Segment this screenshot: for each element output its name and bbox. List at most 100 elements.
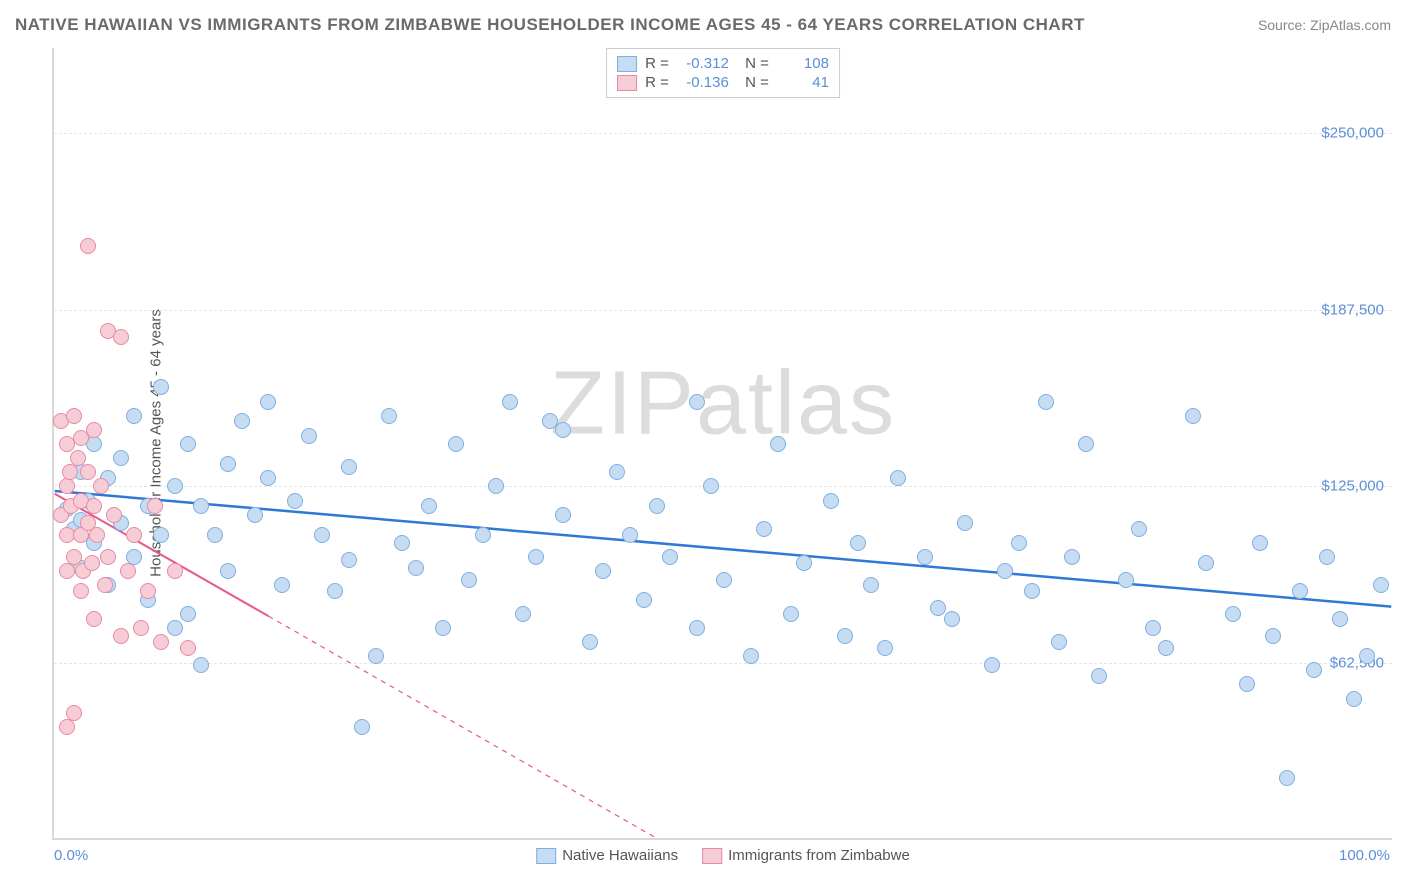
data-point bbox=[743, 648, 759, 664]
data-point bbox=[515, 606, 531, 622]
data-point bbox=[582, 634, 598, 650]
data-point bbox=[609, 464, 625, 480]
data-point bbox=[193, 657, 209, 673]
legend-label: Native Hawaiians bbox=[562, 847, 678, 864]
data-point bbox=[180, 640, 196, 656]
data-point bbox=[1145, 620, 1161, 636]
data-point bbox=[408, 560, 424, 576]
data-point bbox=[100, 549, 116, 565]
y-tick-label: $62,500 bbox=[1330, 655, 1384, 672]
data-point bbox=[147, 498, 163, 514]
gridline bbox=[54, 310, 1392, 311]
data-point bbox=[863, 577, 879, 593]
data-point bbox=[120, 563, 136, 579]
data-point bbox=[301, 428, 317, 444]
data-point bbox=[1319, 549, 1335, 565]
data-point bbox=[890, 470, 906, 486]
data-point bbox=[448, 436, 464, 452]
data-point bbox=[66, 705, 82, 721]
stat-label: N = bbox=[737, 55, 769, 72]
data-point bbox=[394, 535, 410, 551]
watermark: ZIPatlas bbox=[550, 352, 896, 455]
data-point bbox=[796, 555, 812, 571]
data-point bbox=[1118, 572, 1134, 588]
data-point bbox=[220, 563, 236, 579]
legend-item: Immigrants from Zimbabwe bbox=[702, 847, 910, 864]
y-tick-label: $125,000 bbox=[1321, 478, 1384, 495]
data-point bbox=[314, 527, 330, 543]
data-point bbox=[59, 478, 75, 494]
data-point bbox=[984, 657, 1000, 673]
data-point bbox=[555, 507, 571, 523]
data-point bbox=[113, 329, 129, 345]
gridline bbox=[54, 486, 1392, 487]
data-point bbox=[180, 436, 196, 452]
data-point bbox=[140, 583, 156, 599]
data-point bbox=[783, 606, 799, 622]
legend-series: Native Hawaiians Immigrants from Zimbabwe bbox=[536, 847, 910, 864]
data-point bbox=[1373, 577, 1389, 593]
legend-stat-row: R =-0.136 N =41 bbox=[617, 74, 829, 91]
data-point bbox=[153, 379, 169, 395]
data-point bbox=[770, 436, 786, 452]
data-point bbox=[461, 572, 477, 588]
data-point bbox=[354, 719, 370, 735]
data-point bbox=[1252, 535, 1268, 551]
data-point bbox=[636, 592, 652, 608]
data-point bbox=[59, 719, 75, 735]
gridline bbox=[54, 133, 1392, 134]
data-point bbox=[823, 493, 839, 509]
data-point bbox=[207, 527, 223, 543]
data-point bbox=[930, 600, 946, 616]
x-tick-label: 100.0% bbox=[1339, 847, 1390, 864]
data-point bbox=[435, 620, 451, 636]
data-point bbox=[1239, 676, 1255, 692]
data-point bbox=[1265, 628, 1281, 644]
data-point bbox=[1158, 640, 1174, 656]
data-point bbox=[341, 552, 357, 568]
data-point bbox=[86, 498, 102, 514]
data-point bbox=[153, 527, 169, 543]
data-point bbox=[59, 563, 75, 579]
data-point bbox=[1011, 535, 1027, 551]
r-value: -0.136 bbox=[677, 74, 729, 91]
data-point bbox=[1185, 408, 1201, 424]
data-point bbox=[555, 422, 571, 438]
data-point bbox=[341, 459, 357, 475]
data-point bbox=[93, 478, 109, 494]
data-point bbox=[917, 549, 933, 565]
data-point bbox=[1051, 634, 1067, 650]
chart-title: NATIVE HAWAIIAN VS IMMIGRANTS FROM ZIMBA… bbox=[15, 15, 1085, 35]
data-point bbox=[153, 634, 169, 650]
data-point bbox=[689, 394, 705, 410]
n-value: 41 bbox=[777, 74, 829, 91]
data-point bbox=[126, 408, 142, 424]
data-point bbox=[113, 450, 129, 466]
data-point bbox=[662, 549, 678, 565]
r-value: -0.312 bbox=[677, 55, 729, 72]
legend-swatch bbox=[617, 75, 637, 91]
data-point bbox=[1198, 555, 1214, 571]
data-point bbox=[528, 549, 544, 565]
data-point bbox=[1346, 691, 1362, 707]
data-point bbox=[595, 563, 611, 579]
data-point bbox=[260, 394, 276, 410]
data-point bbox=[1078, 436, 1094, 452]
data-point bbox=[66, 549, 82, 565]
data-point bbox=[167, 563, 183, 579]
data-point bbox=[1359, 648, 1375, 664]
data-point bbox=[689, 620, 705, 636]
stat-label: R = bbox=[645, 74, 669, 91]
gridline bbox=[54, 663, 1392, 664]
data-point bbox=[877, 640, 893, 656]
data-point bbox=[220, 456, 236, 472]
data-point bbox=[488, 478, 504, 494]
n-value: 108 bbox=[777, 55, 829, 72]
data-point bbox=[80, 238, 96, 254]
data-point bbox=[649, 498, 665, 514]
data-point bbox=[1225, 606, 1241, 622]
data-point bbox=[1279, 770, 1295, 786]
data-point bbox=[73, 583, 89, 599]
data-point bbox=[944, 611, 960, 627]
data-point bbox=[622, 527, 638, 543]
